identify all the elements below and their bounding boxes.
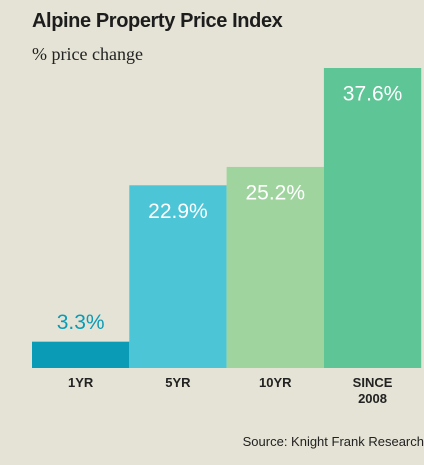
- chart-subtitle: % price change: [32, 44, 143, 64]
- value-label: 3.3%: [57, 311, 105, 334]
- x-tick-label: 5YR: [165, 375, 191, 390]
- bar: [32, 341, 130, 368]
- chart-title: Alpine Property Price Index: [32, 10, 283, 32]
- value-label: 22.9%: [148, 200, 208, 223]
- value-label: 25.2%: [245, 181, 305, 204]
- source-note: Source: Knight Frank Research: [242, 434, 424, 449]
- bar: [226, 166, 324, 368]
- bar: [323, 68, 422, 368]
- value-label: 37.6%: [343, 83, 403, 106]
- x-tick-label: SINCE 2008: [352, 375, 393, 406]
- x-tick-label: 1YR: [67, 375, 94, 390]
- bar: [129, 185, 227, 368]
- x-tick-label: 10YR: [258, 375, 292, 390]
